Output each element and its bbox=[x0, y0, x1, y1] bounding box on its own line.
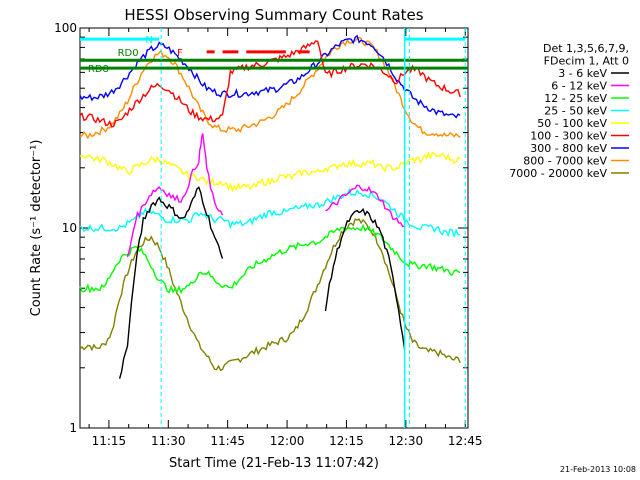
flag-annotation: RD8 bbox=[88, 64, 109, 75]
legend-entry-label: 100 - 300 keV bbox=[530, 130, 607, 143]
flag-annotation: RD0 bbox=[118, 48, 139, 59]
x-tick-label: 12:30 bbox=[389, 434, 424, 448]
series-line bbox=[79, 188, 461, 239]
legend-entry-label: 3 - 6 keV bbox=[558, 67, 607, 80]
x-tick-label: 11:30 bbox=[151, 434, 186, 448]
x-tick-label: 12:00 bbox=[270, 434, 305, 448]
flags-layer: N RD0 RD8 F bbox=[80, 28, 468, 428]
series-line bbox=[79, 34, 461, 119]
legend-entry-label: 6 - 12 keV bbox=[551, 80, 607, 93]
legend: Det 1,3,5,6,7,9,FDecim 1, Att 03 - 6 keV… bbox=[509, 42, 629, 180]
series-line bbox=[118, 186, 406, 379]
legend-entry-label: 50 - 100 keV bbox=[537, 117, 607, 130]
legend-entry-label: 800 - 7000 keV bbox=[523, 155, 607, 168]
x-tick-label: 12:15 bbox=[329, 434, 364, 448]
flag-annotation: N bbox=[145, 35, 152, 46]
y-tick-label: 1 bbox=[69, 421, 77, 435]
x-tick-label: 11:45 bbox=[210, 434, 245, 448]
series-line bbox=[79, 223, 461, 295]
legend-entry-label: 12 - 25 keV bbox=[544, 92, 607, 105]
series-line bbox=[79, 150, 461, 193]
footer-timestamp: 21-Feb-2013 10:08 bbox=[560, 465, 636, 474]
series-line bbox=[79, 36, 461, 140]
series-layer bbox=[79, 34, 461, 379]
y-tick-label: 10 bbox=[62, 221, 77, 235]
series-line bbox=[79, 217, 461, 372]
legend-header: Det 1,3,5,6,7,9, bbox=[543, 42, 629, 55]
legend-entry-label: 25 - 50 keV bbox=[544, 105, 607, 118]
legend-header: FDecim 1, Att 0 bbox=[544, 55, 629, 68]
y-tick-label: 100 bbox=[54, 21, 77, 35]
series-line bbox=[126, 133, 405, 258]
x-tick-label: 12:45 bbox=[448, 434, 483, 448]
x-axis-label: Start Time (21-Feb-13 11:07:42) bbox=[169, 456, 379, 471]
chart-title: HESSI Observing Summary Count Rates bbox=[124, 6, 423, 24]
x-tick-label: 11:15 bbox=[92, 434, 127, 448]
flag-annotation: F bbox=[177, 48, 183, 59]
y-axis-label: Count Rate (s⁻¹ detector⁻¹) bbox=[29, 140, 44, 317]
legend-entry-label: 7000 - 20000 keV bbox=[509, 167, 607, 180]
axis-ticks: 11:15 11:30 11:45 12:00 12:15 12:30 12:45 1 10 10… bbox=[54, 21, 482, 448]
legend-entry-label: 300 - 800 keV bbox=[530, 142, 607, 155]
